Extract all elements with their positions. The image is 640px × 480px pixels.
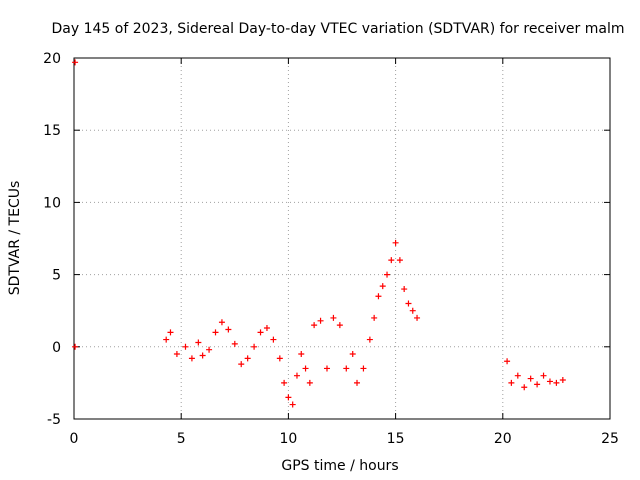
data-point	[72, 343, 79, 350]
data-point	[396, 257, 403, 264]
x-tick-label: 15	[387, 431, 405, 447]
data-point	[212, 329, 219, 336]
y-tick-label: -5	[47, 412, 61, 428]
data-point	[188, 355, 195, 362]
data-point	[354, 379, 361, 386]
chart-title: Day 145 of 2023, Sidereal Day-to-day VTE…	[52, 21, 625, 37]
y-tick-labels: -5 0 5 10 15 20	[43, 51, 61, 428]
data-point	[298, 351, 305, 358]
x-tick-labels: 0 5 10 15 20 25	[70, 431, 619, 447]
ticks	[73, 57, 611, 420]
data-point	[285, 394, 292, 401]
data-point	[218, 319, 225, 326]
data-point	[349, 351, 356, 358]
y-tick-label: 20	[43, 51, 61, 67]
data-point	[379, 283, 386, 290]
data-point	[293, 372, 300, 379]
data-point	[559, 377, 566, 384]
y-tick-label: 15	[43, 123, 61, 139]
data-point	[270, 336, 277, 343]
data-point	[514, 372, 521, 379]
data-point	[173, 351, 180, 358]
grid	[74, 58, 610, 419]
data-point	[167, 329, 174, 336]
data-point	[231, 340, 238, 347]
data-points	[72, 59, 566, 408]
data-point	[206, 346, 213, 353]
data-point	[371, 314, 378, 321]
data-point	[257, 329, 264, 336]
data-point	[414, 314, 421, 321]
data-point	[405, 300, 412, 307]
data-point	[289, 401, 296, 408]
y-axis-label: SDTVAR / TECUs	[7, 181, 23, 296]
data-point	[366, 336, 373, 343]
data-point	[360, 365, 367, 372]
data-point	[384, 271, 391, 278]
data-point	[330, 314, 337, 321]
data-point	[521, 384, 528, 391]
data-point	[163, 336, 170, 343]
data-point	[527, 375, 534, 382]
x-tick-label: 25	[601, 431, 619, 447]
data-point	[553, 379, 560, 386]
data-point	[302, 365, 309, 372]
x-tick-label: 20	[494, 431, 512, 447]
data-point	[508, 379, 515, 386]
data-point	[244, 355, 251, 362]
data-point	[311, 322, 318, 329]
data-point	[317, 317, 324, 324]
data-point	[401, 286, 408, 293]
data-point	[306, 379, 313, 386]
data-point	[199, 352, 206, 359]
data-point	[263, 325, 270, 332]
data-point	[343, 365, 350, 372]
data-point	[276, 355, 283, 362]
data-point	[281, 379, 288, 386]
x-tick-label: 0	[70, 431, 79, 447]
data-point	[546, 378, 553, 385]
data-point	[225, 326, 232, 333]
data-point	[392, 239, 399, 246]
y-tick-label: 0	[52, 340, 61, 356]
data-point	[195, 339, 202, 346]
plot-frame	[73, 57, 611, 420]
y-tick-label: 5	[52, 268, 61, 284]
data-point	[72, 59, 79, 66]
x-axis-label: GPS time / hours	[281, 458, 398, 474]
data-point	[251, 343, 258, 350]
data-point	[388, 257, 395, 264]
y-tick-label: 10	[43, 195, 61, 211]
x-tick-label: 10	[279, 431, 297, 447]
data-point	[323, 365, 330, 372]
x-tick-label: 5	[177, 431, 186, 447]
data-point	[238, 361, 245, 368]
data-point	[409, 307, 416, 314]
data-point	[504, 358, 511, 365]
data-point	[182, 343, 189, 350]
data-point	[534, 381, 541, 388]
data-point	[375, 293, 382, 300]
data-point	[540, 372, 547, 379]
data-point	[336, 322, 343, 329]
